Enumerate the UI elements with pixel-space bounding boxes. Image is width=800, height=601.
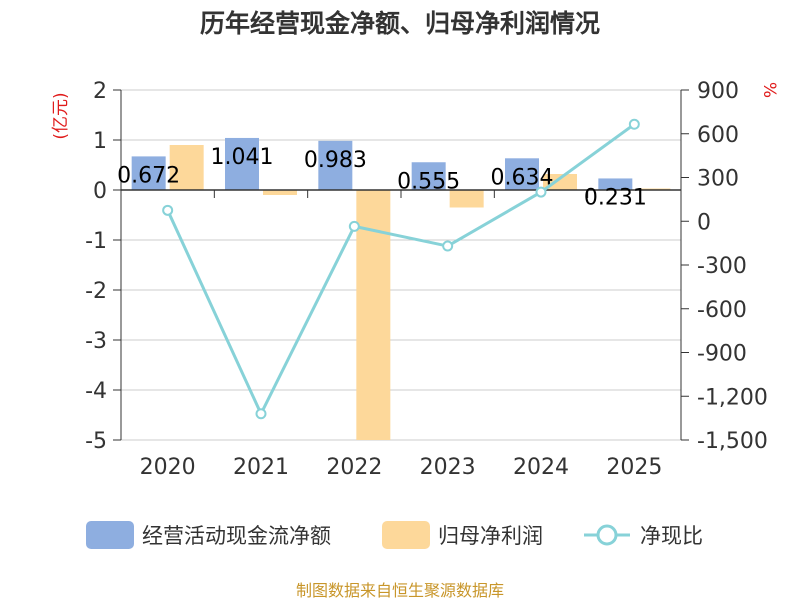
legend-label-cashflow: 经营活动现金流净额 [142, 524, 331, 548]
data-label-cashflow: 1.041 [211, 145, 274, 170]
y-left-tick-label: 2 [93, 79, 107, 104]
bar-cashflow [225, 137, 259, 190]
x-tick-label: 2021 [233, 455, 289, 480]
y-left-tick-label: -5 [85, 429, 107, 454]
data-label-cashflow: 0.555 [397, 169, 460, 194]
data-label-cashflow: 0.983 [304, 148, 367, 173]
bar-netprofit [263, 190, 297, 195]
point-ratio [442, 240, 454, 252]
y-right-tick-label: -600 [697, 298, 747, 323]
bar-cashflow [318, 140, 353, 190]
x-tick-label: 2023 [420, 455, 476, 480]
x-tick-label: 2024 [513, 455, 569, 480]
legend-swatch-netprofit [382, 521, 430, 549]
data-label-cashflow: 0.672 [117, 163, 180, 188]
point-ratio [628, 118, 640, 130]
legend-item-ratio[interactable]: 净现比 [582, 519, 703, 551]
y-left-tick-label: -4 [85, 379, 107, 404]
point-ratio [535, 186, 547, 198]
y-right-tick-label: 600 [697, 123, 739, 148]
legend-swatch-ratio [584, 524, 630, 546]
y-right-tick-label: -1,500 [697, 429, 768, 454]
y-right-unit: % [759, 82, 779, 98]
point-ratio [162, 204, 174, 216]
x-tick-label: 2025 [606, 455, 662, 480]
y-right-tick-label: -1,200 [697, 385, 768, 410]
data-label-cashflow: 0.634 [491, 165, 554, 190]
bar-cashflow [411, 162, 446, 190]
y-right-tick-label: 0 [697, 210, 711, 235]
x-tick-label: 2020 [140, 455, 196, 480]
chart-title: 历年经营现金净额、归母净利润情况 [199, 9, 600, 38]
x-tick-label: 2022 [326, 455, 382, 480]
legend-swatch-cashflow [86, 521, 134, 549]
y-left-tick-label: -3 [85, 329, 107, 354]
legend-label-netprofit: 归母净利润 [438, 524, 543, 548]
bar-cashflow [598, 178, 633, 190]
y-left-tick-label: 1 [93, 129, 107, 154]
series-line-ratio [166, 123, 636, 418]
y-left-tick-label: -2 [85, 279, 107, 304]
bar-netprofit [169, 145, 204, 190]
y-right-tick-label: -900 [697, 342, 747, 367]
legend-label-ratio: 净现比 [640, 524, 703, 548]
y-right-tick-label: 300 [697, 167, 739, 192]
legend-item-netprofit[interactable]: 归母净利润 [382, 519, 543, 551]
source-note: 制图数据来自恒生聚源数据库 [295, 581, 504, 600]
point-ratio [348, 220, 360, 232]
data-label-cashflow: 0.231 [584, 185, 647, 210]
y-left-tick-label: 0 [93, 179, 107, 204]
bar-cashflow [505, 158, 539, 190]
legend-item-cashflow[interactable]: 经营活动现金流净额 [86, 519, 331, 551]
y-right-tick-label: -300 [697, 254, 747, 279]
bar-cashflow [131, 156, 166, 190]
y-right-tick-label: 900 [697, 79, 739, 104]
y-left-unit: (亿元) [51, 92, 71, 139]
y-left-tick-label: -1 [85, 229, 107, 254]
point-ratio [255, 408, 267, 420]
bar-netprofit [449, 190, 484, 208]
